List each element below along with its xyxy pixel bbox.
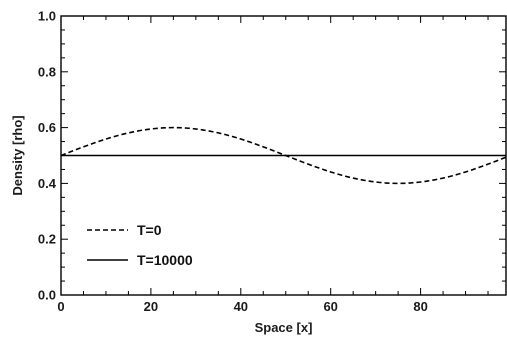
x-tick-label: 80 (413, 299, 427, 314)
y-tick-label: 0.6 (38, 120, 56, 135)
x-axis-label: Space [x] (255, 320, 313, 335)
y-tick-label: 0.0 (38, 288, 56, 303)
legend-label: T=10000 (137, 252, 193, 268)
y-axis-ticks: 0.0 0.2 0.4 0.6 0.8 1.0 (38, 9, 506, 303)
y-axis-label: Density [rho] (10, 115, 25, 195)
plot-area (60, 15, 507, 296)
y-tick-label: 0.4 (38, 176, 57, 191)
series-line-t0 (60, 126, 507, 185)
x-axis-ticks: 0 20 40 60 80 (57, 16, 489, 314)
legend-label: T=0 (137, 222, 162, 238)
x-tick-label: 0 (57, 299, 64, 314)
x-tick-label: 60 (323, 299, 337, 314)
y-tick-label: 0.8 (38, 64, 56, 79)
x-tick-label: 40 (234, 299, 248, 314)
x-tick-label: 20 (144, 299, 158, 314)
legend: T=0 T=10000 (87, 222, 193, 268)
y-tick-label: 0.2 (38, 232, 56, 247)
y-tick-label: 1.0 (38, 9, 56, 24)
